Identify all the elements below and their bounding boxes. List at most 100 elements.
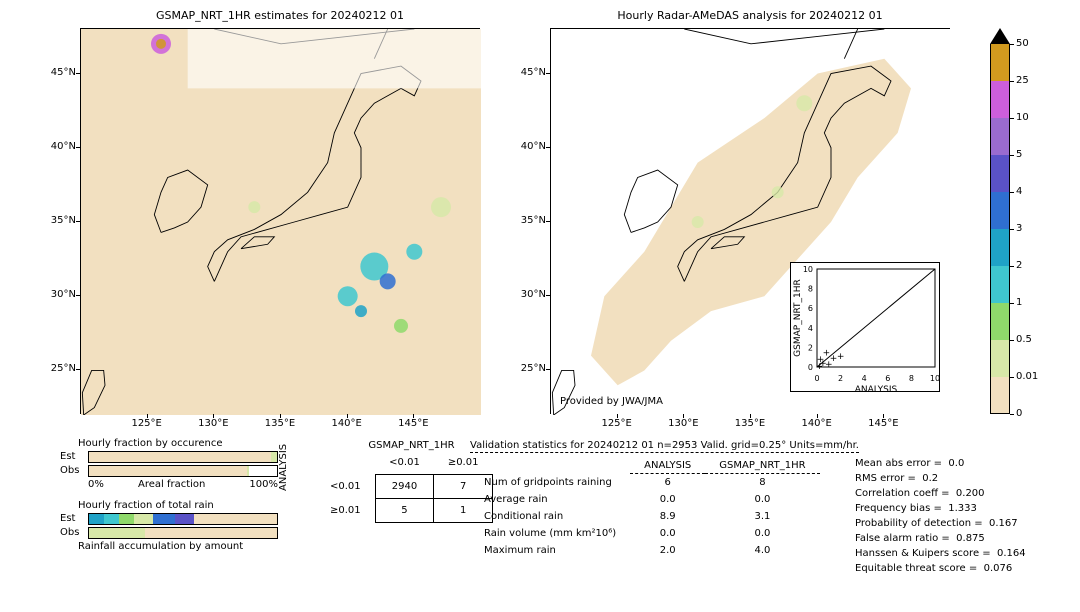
colorbar-tick: 0 [1016,408,1022,419]
table-cell: Num of gridpoints raining [470,474,630,492]
svg-text:4: 4 [808,324,813,333]
bar-segment [153,514,176,524]
rain-est-label: Est [60,513,75,524]
bar-segment [89,514,104,524]
contingency-cell-10: 5 [375,499,434,523]
stat-row: Probability of detection = 0.167 [855,518,1026,529]
svg-text:8: 8 [909,374,914,383]
table-cell: Maximum rain [470,542,630,559]
table-cell: Average rain [470,491,630,508]
ytick-label: 45°N [36,67,76,78]
rain-fraction-footer: Rainfall accumulation by amount [78,541,290,552]
stat-row: Frequency bias = 1.333 [855,503,1026,514]
contingency-row-header: ANALYSIS [278,444,289,491]
colorbar-segment [990,266,1010,303]
left-map-panel [80,28,480,414]
right-map-title: Hourly Radar-AMeDAS analysis for 2024021… [550,9,950,22]
rain-fraction-block: Hourly fraction of total rain Est Obs Ra… [60,500,290,552]
colorbar-segment [990,303,1010,340]
colorbar-tick: 1 [1016,297,1022,308]
table-header [470,458,630,474]
rain-est-bar [88,513,278,525]
ytick-label: 35°N [506,215,546,226]
colorbar-segment [990,155,1010,192]
colorbar-segment [990,81,1010,118]
stats-header: Validation statistics for 20240212 01 n=… [470,440,1070,451]
xtick-label: 135°E [260,418,300,429]
table-cell: 0.0 [630,491,705,508]
svg-text:8: 8 [808,285,813,294]
ytick-label: 25°N [506,363,546,374]
xtick-label: 140°E [327,418,367,429]
xtick-label: 145°E [393,418,433,429]
svg-text:+: + [817,355,825,365]
colorbar-segment [990,118,1010,155]
contingency-block: GSMAP_NRT_1HR ANALYSIS <0.01 ≥0.01 <0.01… [300,440,493,523]
ytick-label: 45°N [506,67,546,78]
colorbar-tick: 10 [1016,112,1029,123]
xtick-label: 145°E [863,418,903,429]
colorbar-tick: 0.5 [1016,334,1032,345]
svg-text:4: 4 [862,374,867,383]
colorbar-tick: 0.01 [1016,371,1038,382]
colorbar-tick: 50 [1016,38,1029,49]
stat-row: Hanssen & Kuipers score = 0.164 [855,548,1026,559]
table-cell: Rain volume (mm km²10⁶) [470,525,630,542]
svg-text:ANALYSIS: ANALYSIS [855,385,898,393]
scatter-inset: 00224466881010+++++++ANALYSISGSMAP_NRT_1… [790,262,940,392]
table-cell: 0.0 [705,525,819,542]
colorbar-segment [990,377,1010,414]
colorbar-tick: 2 [1016,260,1022,271]
colorbar: 00.010.512345102550 [990,28,1010,414]
left-map-title: GSMAP_NRT_1HR estimates for 20240212 01 [80,9,480,22]
attribution-text: Provided by JWA/JMA [560,396,663,407]
svg-text:0: 0 [808,363,813,372]
ytick-label: 35°N [36,215,76,226]
contingency-col-header: GSMAP_NRT_1HR [330,440,493,451]
occurrence-est-bar [88,451,278,463]
rain-obs-bar [88,527,278,539]
table-cell: 0.0 [705,491,819,508]
colorbar-tick: 3 [1016,223,1022,234]
table-cell: 8.9 [630,508,705,525]
rain-fraction-title: Hourly fraction of total rain [78,500,290,511]
ytick-label: 30°N [36,289,76,300]
stat-row: Mean abs error = 0.0 [855,458,1026,469]
stats-list: Mean abs error = 0.0 RMS error = 0.2 Corre… [855,458,1026,578]
ytick-label: 30°N [506,289,546,300]
ytick-label: 40°N [36,141,76,152]
table-cell: 3.1 [705,508,819,525]
occurrence-xtick-0: 0% [88,479,104,490]
colorbar-segment [990,340,1010,377]
contingency-row-0: <0.01 [316,475,375,499]
stat-row: Correlation coeff = 0.200 [855,488,1026,499]
contingency-col-0: <0.01 [375,451,434,475]
table-cell: Conditional rain [470,508,630,525]
colorbar-segment [990,44,1010,81]
colorbar-tick: 5 [1016,149,1022,160]
table-header: GSMAP_NRT_1HR [705,458,819,474]
occurrence-obs-label: Obs [60,465,79,476]
occurrence-obs-bar [88,465,278,477]
table-cell: 0.0 [630,525,705,542]
bar-segment [134,514,153,524]
svg-text:0: 0 [814,374,819,383]
svg-text:GSMAP_NRT_1HR: GSMAP_NRT_1HR [793,279,803,357]
svg-text:2: 2 [838,374,843,383]
ytick-label: 40°N [506,141,546,152]
table-cell: 6 [630,474,705,492]
ytick-label: 25°N [36,363,76,374]
bar-segment [89,452,271,462]
occurrence-est-label: Est [60,451,75,462]
svg-text:10: 10 [930,374,940,383]
table-cell: 2.0 [630,542,705,559]
bar-segment [247,466,249,476]
colorbar-segment [990,192,1010,229]
svg-text:6: 6 [885,374,890,383]
stat-row: RMS error = 0.2 [855,473,1026,484]
xtick-label: 125°E [127,418,167,429]
stat-row: Equitable threat score = 0.076 [855,563,1026,574]
occurrence-title: Hourly fraction by occurence [78,438,290,449]
bar-segment [119,514,134,524]
occurrence-xlabel: Areal fraction [138,479,205,490]
